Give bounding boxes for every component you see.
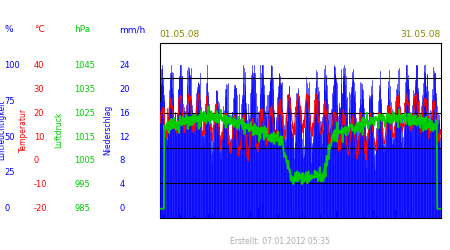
Text: 4: 4	[119, 180, 125, 189]
Text: 10: 10	[34, 132, 44, 141]
Text: 20: 20	[119, 85, 130, 94]
Text: °C: °C	[34, 26, 45, 35]
Text: 985: 985	[74, 204, 90, 213]
Text: 1025: 1025	[74, 108, 95, 118]
Text: 1035: 1035	[74, 85, 95, 94]
Text: Temperatur: Temperatur	[19, 108, 28, 152]
Text: 40: 40	[34, 61, 44, 70]
Text: 20: 20	[34, 108, 44, 118]
Text: 75: 75	[4, 97, 15, 106]
Text: 25: 25	[4, 168, 15, 177]
Text: -20: -20	[34, 204, 47, 213]
Text: Erstellt: 07.01.2012 05:35: Erstellt: 07.01.2012 05:35	[230, 237, 330, 246]
Text: Niederschlag: Niederschlag	[104, 105, 112, 155]
Text: mm/h: mm/h	[119, 26, 145, 35]
Text: 1045: 1045	[74, 61, 95, 70]
Text: 995: 995	[74, 180, 90, 189]
Text: -10: -10	[34, 180, 47, 189]
Text: Luftdruck: Luftdruck	[54, 112, 63, 148]
Text: 31.05.08: 31.05.08	[401, 30, 441, 39]
Text: 8: 8	[119, 156, 125, 166]
Text: 24: 24	[119, 61, 130, 70]
Text: 0: 0	[119, 204, 125, 213]
Text: 1005: 1005	[74, 156, 95, 166]
Text: Luftfeuchtigkeit: Luftfeuchtigkeit	[0, 100, 7, 160]
Text: 30: 30	[34, 85, 45, 94]
Text: 50: 50	[4, 132, 15, 141]
Text: hPa: hPa	[74, 26, 90, 35]
Text: 0: 0	[34, 156, 39, 166]
Text: 0: 0	[4, 204, 10, 213]
Text: 16: 16	[119, 108, 130, 118]
Text: %: %	[4, 26, 13, 35]
Text: 100: 100	[4, 61, 20, 70]
Text: 1015: 1015	[74, 132, 95, 141]
Text: 01.05.08: 01.05.08	[160, 30, 200, 39]
Text: 12: 12	[119, 132, 130, 141]
